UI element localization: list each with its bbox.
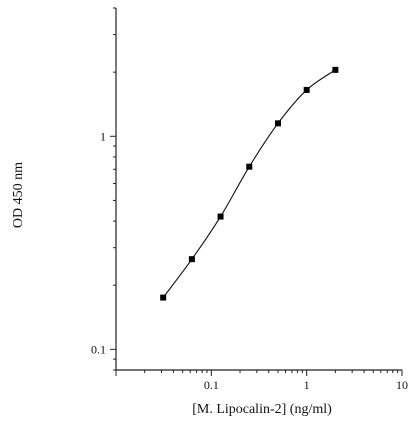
axes: 0.1 1 10 0.1 1: [91, 7, 408, 392]
x-axis-label: [M. Lipocalin-2] (ng/ml): [192, 402, 332, 417]
data-points: [160, 66, 339, 301]
data-point: [246, 163, 253, 170]
data-point: [303, 86, 310, 93]
y-axis-label: OD 450 nm: [11, 162, 26, 228]
y-tick-label: 0.1: [91, 342, 106, 356]
x-tick-label: 1: [304, 378, 310, 392]
fitted-curve: [162, 69, 336, 298]
x-tick-label: 10: [396, 378, 408, 392]
data-point: [274, 120, 281, 127]
fitted-curve-layer: [162, 69, 336, 298]
x-tick-label: 0.1: [204, 378, 219, 392]
data-point: [332, 66, 339, 73]
y-tick-label: 1: [100, 129, 106, 143]
data-point: [217, 213, 224, 220]
data-point: [188, 256, 195, 263]
data-point: [160, 294, 167, 301]
